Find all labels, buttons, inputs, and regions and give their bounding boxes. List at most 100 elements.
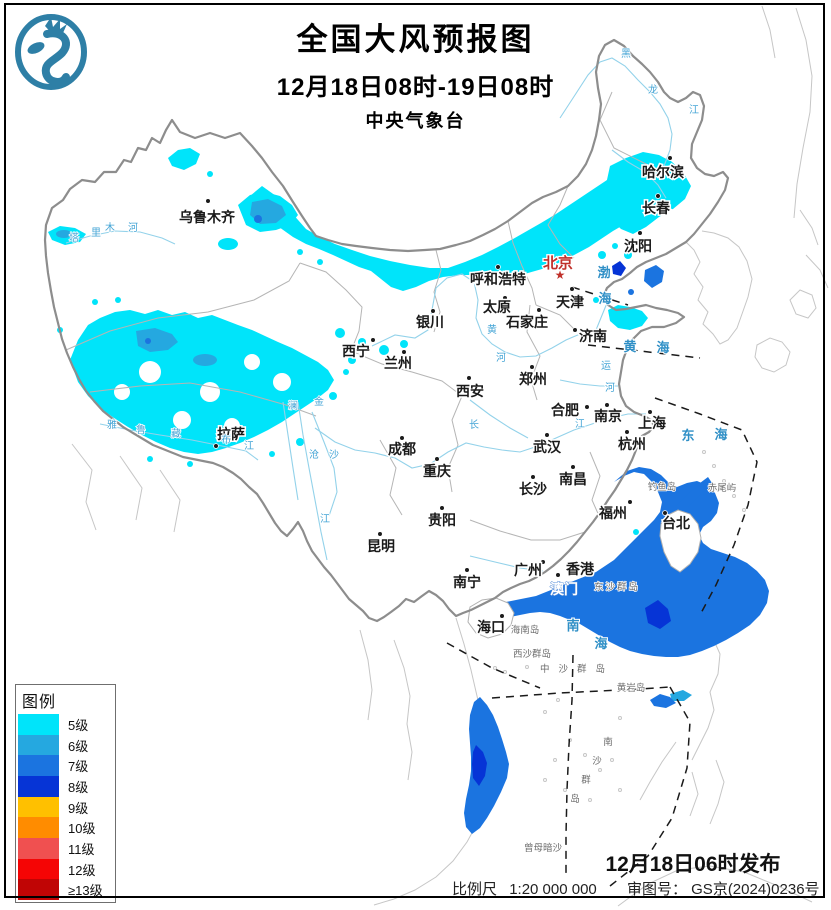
- isl-label: 赤尾屿: [708, 482, 737, 494]
- city-dot: [430, 308, 436, 314]
- scale-label: 比例尺: [452, 881, 498, 898]
- city-dot: [439, 505, 445, 511]
- legend-color-swatch: [18, 879, 59, 901]
- legend-item-label: 11级: [68, 841, 95, 857]
- sea-label: 海: [594, 636, 607, 651]
- city-label: 哈尔滨: [642, 164, 684, 180]
- city-label: 沈阳: [624, 238, 652, 254]
- city-label: 西宁: [342, 343, 370, 359]
- legend-item: 7级: [18, 755, 113, 777]
- river-label: 金: [314, 395, 324, 408]
- isl-label: 中沙群岛: [540, 663, 614, 675]
- city-label: 天津: [556, 294, 584, 310]
- legend-item-label: 10级: [68, 821, 96, 837]
- legend-item: ≥13级: [18, 879, 113, 901]
- legend-item: 10级: [18, 817, 113, 839]
- isl-label: 东沙群岛: [594, 581, 640, 593]
- city-label: 郑州: [519, 371, 547, 387]
- sea-label: 东: [681, 428, 694, 443]
- city-dot: [569, 286, 575, 292]
- sea-label: 海: [598, 291, 611, 306]
- city-dot: [205, 198, 211, 204]
- city-label: 南京: [594, 408, 622, 424]
- isl-label: 海南岛: [511, 624, 540, 636]
- river-label: 江: [244, 440, 254, 452]
- city-dot: [399, 435, 405, 441]
- review-value: GS京(2024)0236号: [691, 881, 820, 898]
- city-dot: [584, 404, 590, 410]
- legend-item-label: 9级: [68, 800, 89, 816]
- city-label: 银川: [416, 314, 444, 330]
- isl-label: 曾母暗沙: [524, 842, 563, 854]
- river-label: 里: [91, 227, 101, 239]
- city-label: 长沙: [519, 481, 547, 497]
- city-label: 太原: [483, 299, 511, 315]
- city-dot: [655, 193, 661, 199]
- cma-logo: [12, 10, 90, 97]
- city-label: 杭州: [618, 436, 646, 452]
- legend-item: 6级: [18, 734, 113, 756]
- river-label: 江: [689, 104, 699, 116]
- wind-layer-level8: [472, 261, 671, 786]
- publish-time: 12月18日06时发布: [605, 853, 781, 876]
- river-label: 鲁: [136, 423, 146, 436]
- river-label: 黄: [487, 323, 497, 336]
- city-label: 澳门: [550, 581, 578, 597]
- city-label: 济南: [579, 328, 607, 344]
- city-label: 南昌: [559, 471, 587, 487]
- city-dot: [401, 349, 407, 355]
- legend-rows: 5级 6级 7级 8级 9级 10级 11级 12级 ≥13级: [18, 714, 113, 901]
- city-dot: [499, 613, 505, 619]
- city-label: 贵阳: [428, 512, 456, 528]
- sea-label: 南: [566, 618, 579, 633]
- legend-item: 11级: [18, 838, 113, 859]
- sea-label: 黄: [623, 339, 636, 354]
- city-dot: [502, 295, 508, 301]
- river-label: 雅: [107, 418, 117, 431]
- city-label: 南宁: [453, 574, 481, 590]
- river-label: 沙: [329, 449, 339, 461]
- river-label: 运: [601, 360, 611, 372]
- city-dot: [536, 307, 542, 313]
- river-label: 塔: [69, 231, 79, 244]
- isl-label: 钓鱼岛: [648, 481, 677, 493]
- river-label: 黑: [621, 48, 631, 60]
- city-dot: [662, 510, 668, 516]
- river-label: 河: [128, 222, 138, 234]
- capital-star-icon: ★: [555, 268, 566, 282]
- city-label: 兰州: [384, 355, 412, 371]
- review-label: 审图号：: [626, 881, 687, 898]
- legend-title: 图例: [22, 694, 57, 711]
- maritime-dashed-boundaries: [446, 286, 758, 887]
- river-label: 江: [575, 418, 585, 430]
- river-label: 藏: [171, 428, 181, 440]
- page-title: 全国大风预报图: [296, 22, 535, 57]
- legend-item: 8级: [18, 776, 113, 797]
- sea-label: 渤: [597, 265, 610, 280]
- river-label: 布: [221, 434, 231, 446]
- river-label: 龙: [648, 83, 658, 96]
- province-boundaries: [65, 91, 659, 541]
- river-label: 长: [469, 419, 479, 431]
- cma-dragon-icon: [15, 14, 87, 90]
- agency-name: 中央气象台: [365, 111, 466, 131]
- river-label: 沧: [309, 448, 319, 461]
- city-label: 台北: [662, 515, 690, 531]
- city-label: 长春: [642, 200, 671, 216]
- river-label: 河: [605, 382, 615, 394]
- city-label: 西安: [456, 383, 484, 399]
- city-dot: [540, 559, 546, 565]
- legend-color-swatch: [18, 838, 59, 859]
- city-dot: [466, 375, 472, 381]
- national-boundary: [43, 38, 730, 623]
- city-dot: [637, 230, 643, 236]
- forecast-time-range: 12月18日08时-19日08时: [276, 74, 555, 101]
- city-dot: [572, 327, 578, 333]
- city-dot: [213, 443, 219, 449]
- river-label: 澜: [288, 400, 298, 412]
- city-dot: [604, 402, 610, 408]
- isl-label: 群: [581, 774, 591, 786]
- legend-color-swatch: [18, 714, 59, 735]
